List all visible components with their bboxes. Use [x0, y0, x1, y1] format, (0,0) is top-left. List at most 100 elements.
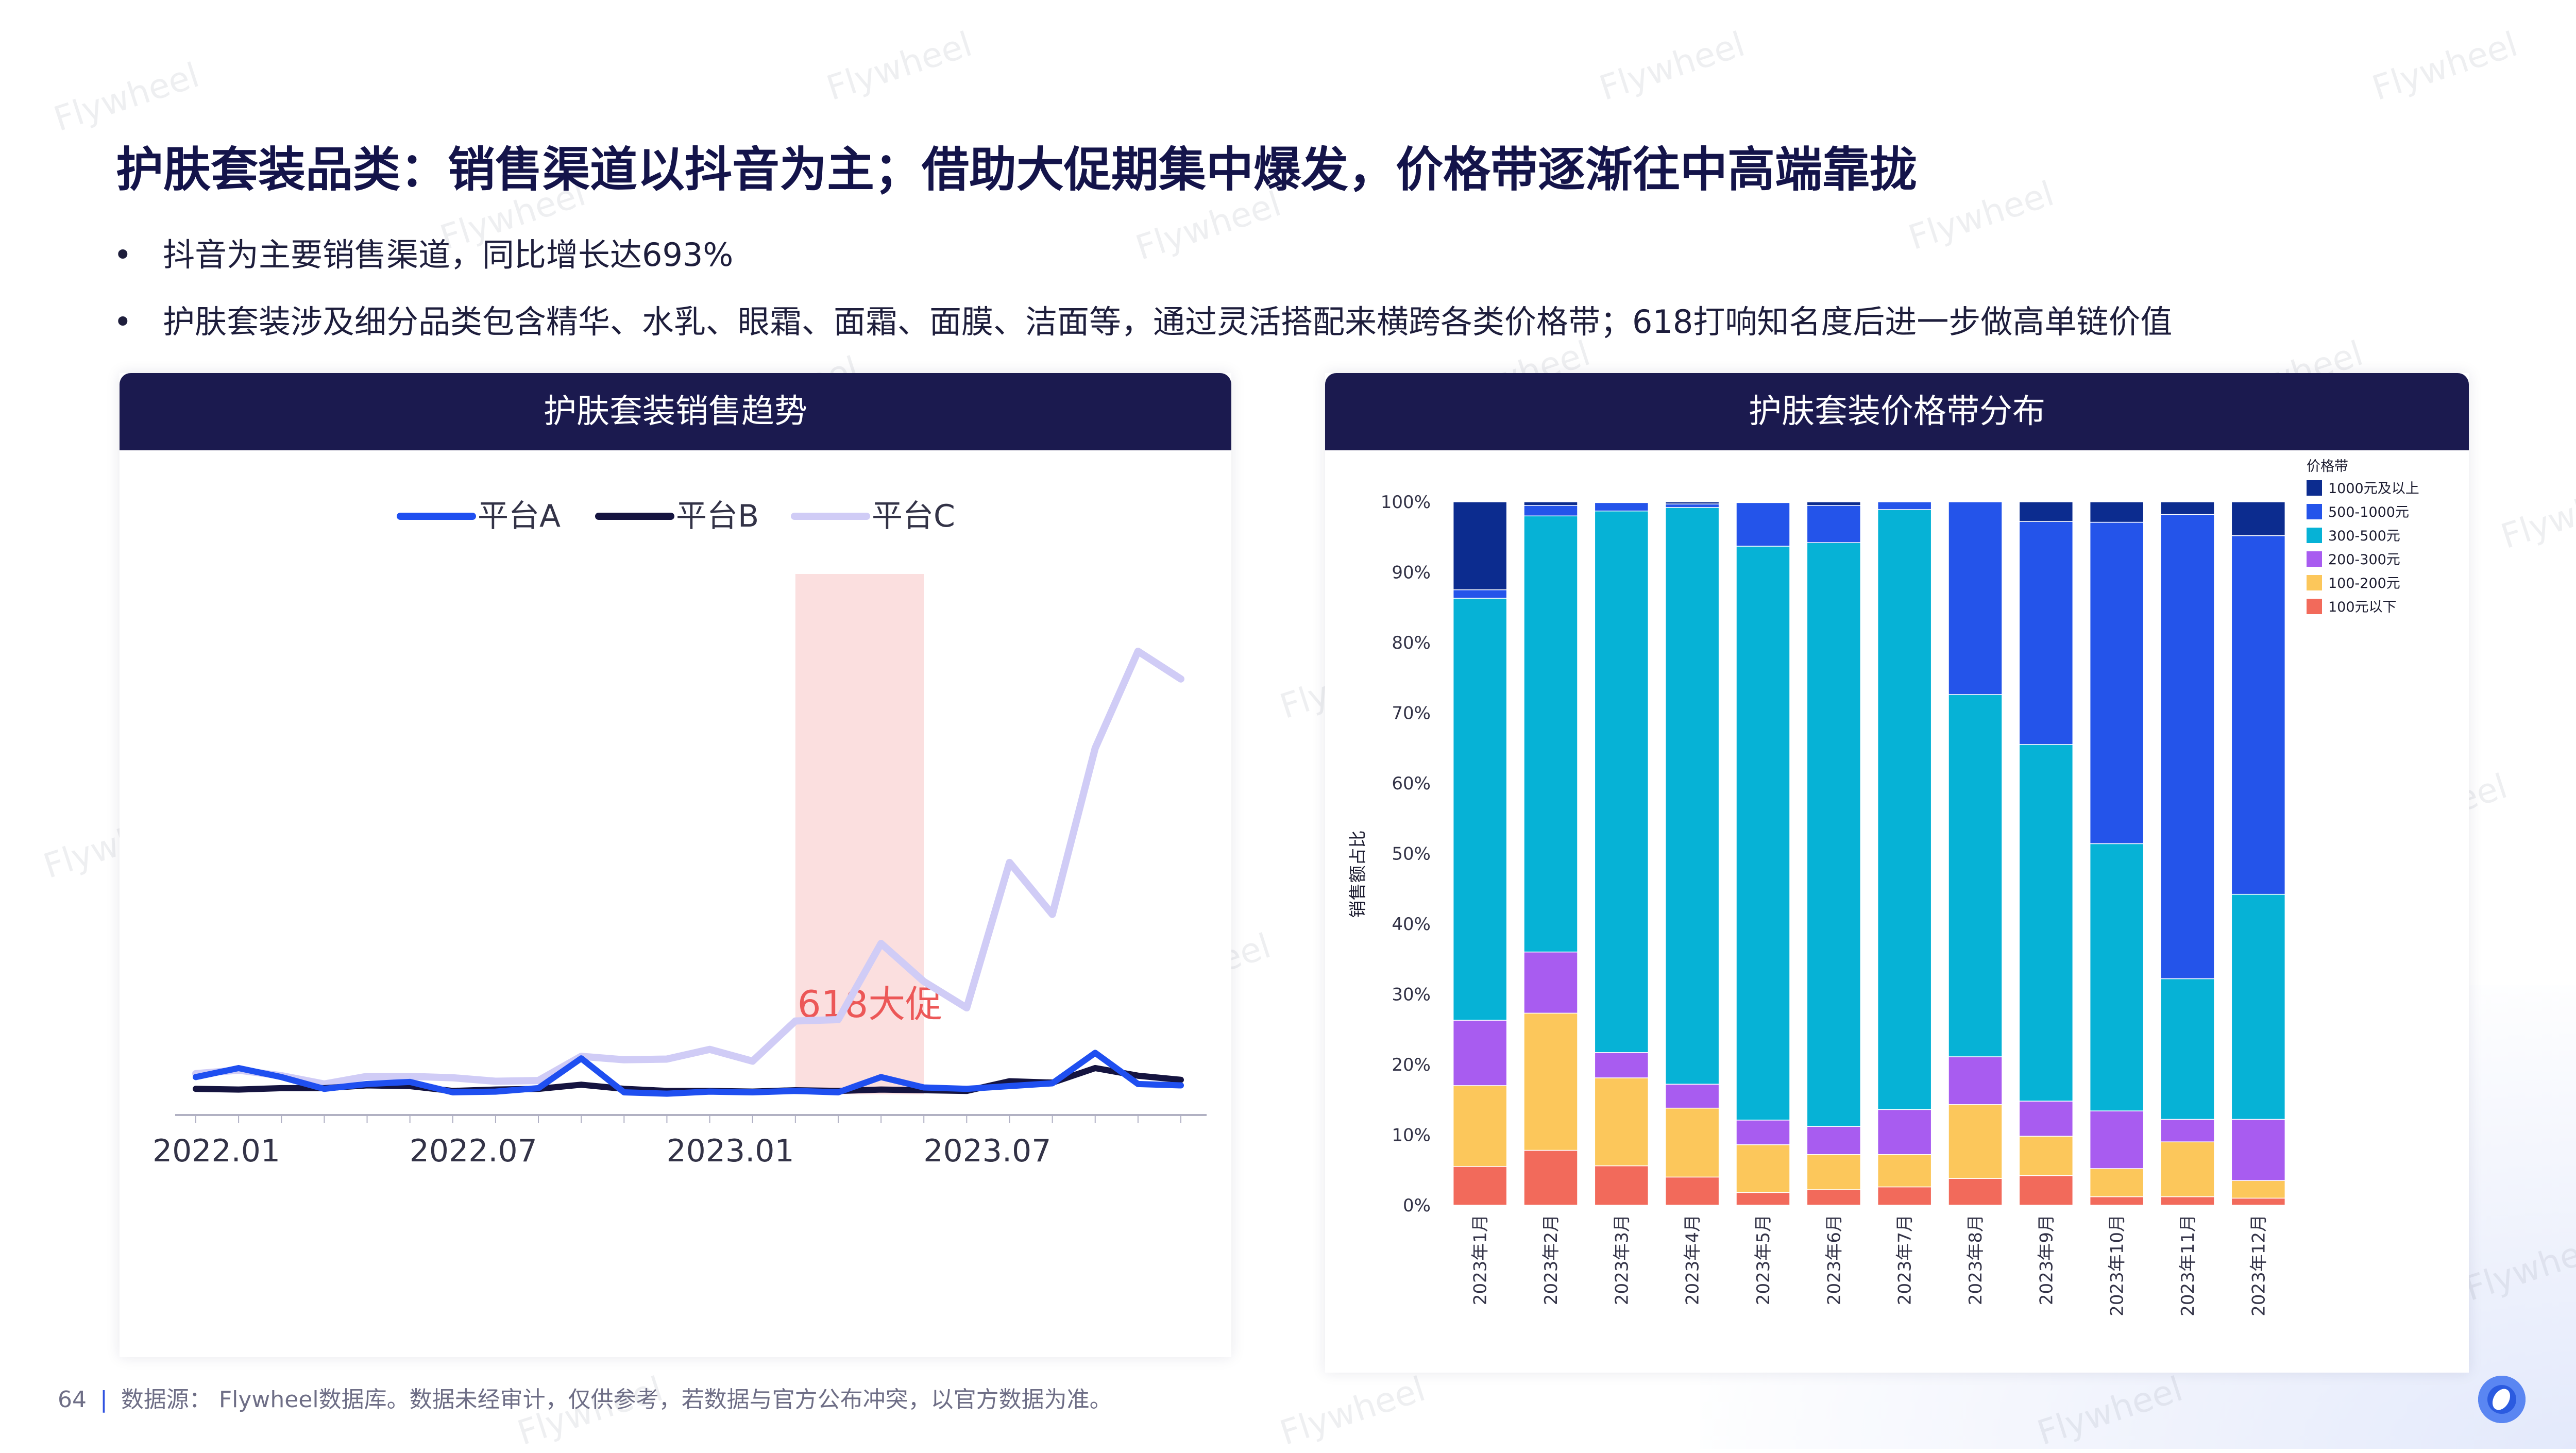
bar-segment-1000元及以上 [1806, 501, 1861, 506]
bar-segment-100元以下 [1523, 1150, 1578, 1206]
watermark-text: Flywheel [1275, 1368, 1430, 1453]
legend-label: 平台B [676, 498, 759, 534]
price-band-panel: 护肤套装价格带分布 0% 10% 20% 30% 40% 50% 60% 70% 80% 90% 1… [1325, 373, 2469, 1373]
legend-swatch [2307, 480, 2322, 496]
bar-segment-300-500元 [1736, 546, 1790, 1121]
bar-segment-100-200元 [1877, 1154, 1932, 1188]
legend-label: 1000元及以上 [2328, 481, 2419, 497]
bar-segment-100-200元 [1665, 1107, 1720, 1178]
bullet-text: 护肤套装涉及细分品类包含精华、水乳、眼霜、面霜、面膜、洁面等，通过灵活搭配来横跨… [163, 303, 2173, 341]
sales-trend-panel: 护肤套装销售趋势 618大促 2022.01 2022.07 2023.01 2023.… [120, 373, 1231, 1357]
bar-segment-100元以下 [2019, 1175, 2074, 1206]
bar-segment-1000元及以上 [2160, 501, 2215, 515]
y-tick-label: 40% [1392, 914, 1431, 935]
x-tick-label: 2022.07 [410, 1133, 537, 1169]
bar-segment-100-200元 [2019, 1136, 2074, 1176]
page-title: 护肤套装品类：销售渠道以抖音为主；借助大促期集中爆发，价格带逐渐往中高端靠拢 [116, 142, 1918, 197]
x-tick-label: 2023年10月 [2107, 1214, 2128, 1316]
watermark-text: Flywheel [49, 55, 204, 140]
x-tick-label: 2023年1月 [1470, 1214, 1491, 1305]
y-tick-label: 0% [1403, 1195, 1431, 1216]
bar-segment-500-1000元 [1736, 502, 1790, 547]
bar-segment-500-1000元 [2019, 521, 2074, 745]
bar-segment-1000元及以上 [2231, 501, 2286, 536]
bullet-item: • 护肤套装涉及细分品类包含精华、水乳、眼霜、面霜、面膜、洁面等，通过灵活搭配来横… [113, 294, 2172, 361]
page-number: 64 [58, 1387, 87, 1413]
bar-segment-100元以下 [1452, 1166, 1507, 1206]
bar-segment-1000元及以上 [2089, 501, 2144, 523]
y-tick-label: 30% [1392, 985, 1431, 1005]
bar-segment-100元以下 [1594, 1165, 1649, 1206]
bullet-mark: • [113, 236, 132, 274]
bar-segment-500-1000元 [1452, 589, 1507, 599]
source-note: 数据源： Flywheel数据库。数据未经审计，仅供参考，若数据与官方公布冲突，… [121, 1387, 1112, 1413]
bar-segment-200-300元 [2019, 1101, 2074, 1137]
bar-segment-200-300元 [1665, 1084, 1720, 1109]
bar-segment-100-200元 [1523, 1012, 1578, 1151]
bar-segment-500-1000元 [2231, 535, 2286, 895]
x-tick-label: 2023.01 [667, 1133, 794, 1169]
footer-divider: | [100, 1387, 108, 1413]
legend-label: 200-300元 [2328, 552, 2400, 568]
bar-segment-500-1000元 [1665, 503, 1720, 508]
bar-segment-500-1000元 [1948, 501, 2003, 695]
bar-segment-100元以下 [2089, 1196, 2144, 1206]
bar-segment-200-300元 [2089, 1110, 2144, 1169]
x-tick-label: 2023年3月 [1612, 1214, 1632, 1305]
legend-label: 300-500元 [2328, 528, 2400, 544]
bar-segment-100-200元 [2231, 1180, 2286, 1199]
x-tick-label: 2023年5月 [1753, 1214, 1774, 1305]
bar-segment-1000元及以上 [2019, 501, 2074, 522]
watermark-text: Flywheel [1595, 24, 1750, 109]
legend-label: 平台A [478, 498, 561, 534]
series-line-平台C [192, 648, 1184, 1088]
x-tick-label: 2023年8月 [1965, 1214, 1986, 1305]
y-tick-label: 10% [1392, 1125, 1431, 1146]
watermark-text: Flywheel [822, 24, 977, 109]
bar-segment-100-200元 [1806, 1154, 1861, 1190]
bar-segment-300-500元 [1665, 507, 1720, 1085]
bar-segment-200-300元 [1736, 1120, 1790, 1145]
bar-segment-100元以下 [1948, 1178, 2003, 1206]
bar-segment-200-300元 [1594, 1052, 1649, 1078]
bar-segment-200-300元 [2160, 1119, 2215, 1142]
x-tick-label: 2022.01 [152, 1133, 280, 1169]
y-tick-label: 70% [1392, 703, 1431, 724]
y-tick-label: 90% [1392, 563, 1431, 583]
legend-swatch [2307, 504, 2322, 519]
watermark-text: Flywheel [2367, 24, 2522, 109]
x-tick-label: 2023年4月 [1683, 1214, 1703, 1305]
watermark-text: Flywheel [2496, 472, 2576, 557]
y-axis-label: 销售额占比 [1348, 831, 1368, 918]
bullet-list: • 抖音为主要销售渠道，同比增长达693% • 护肤套装涉及细分品类包含精华、水乳、… [113, 227, 2172, 361]
y-tick-label: 20% [1392, 1055, 1431, 1075]
x-tick-label: 2023年9月 [2036, 1214, 2057, 1305]
bar-segment-200-300元 [1948, 1056, 2003, 1105]
x-tick-label: 2023年6月 [1824, 1214, 1844, 1305]
bar-segment-100-200元 [1948, 1104, 2003, 1179]
legend-swatch [2307, 551, 2322, 567]
bar-segment-300-500元 [1452, 598, 1507, 1021]
bar-segment-300-500元 [1523, 515, 1578, 953]
bar-segment-200-300元 [1877, 1109, 1932, 1155]
legend-label: 平台C [872, 498, 955, 534]
x-tick-label: 2023年12月 [2248, 1214, 2269, 1316]
legend-swatch [2307, 528, 2322, 543]
x-tick-label: 2023年2月 [1541, 1214, 1562, 1305]
legend-swatch [2307, 599, 2322, 614]
bar-segment-300-500元 [1948, 694, 2003, 1057]
bar-segment-100元以下 [1665, 1176, 1720, 1206]
bar-segment-500-1000元 [1594, 502, 1649, 512]
promo-highlight [795, 574, 924, 1094]
bar-segment-300-500元 [2089, 843, 2144, 1111]
bar-segment-100元以下 [2160, 1196, 2215, 1206]
x-tick-label: 2023.07 [923, 1133, 1051, 1169]
bar-segment-100-200元 [2160, 1141, 2215, 1197]
legend-label: 500-1000元 [2328, 504, 2409, 520]
bar-segment-100-200元 [1594, 1077, 1649, 1167]
price-band-title: 护肤套装价格带分布 [1325, 373, 2469, 450]
y-tick-label: 80% [1392, 633, 1431, 653]
footer: 64 | 数据源： Flywheel数据库。数据未经审计，仅供参考，若数据与官方公布… [58, 1381, 1112, 1414]
legend-label: 100元以下 [2328, 599, 2397, 615]
bar-segment-100元以下 [1877, 1186, 1932, 1206]
